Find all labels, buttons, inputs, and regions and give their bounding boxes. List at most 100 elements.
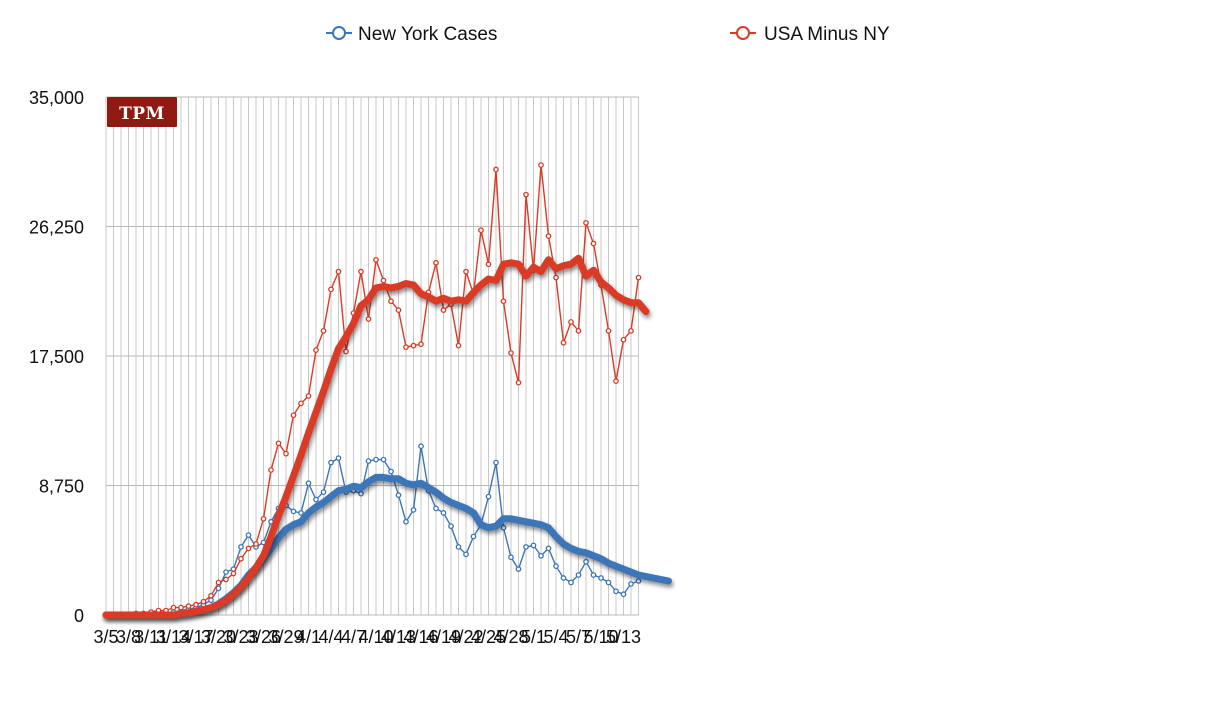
- data-point: [523, 191, 529, 198]
- data-point: [388, 468, 394, 475]
- data-point: [590, 240, 597, 247]
- data-point: [320, 489, 327, 496]
- data-point: [230, 570, 237, 577]
- data-point: [313, 347, 319, 353]
- data-point: [418, 341, 424, 348]
- series-average-ny: [102, 473, 672, 619]
- x-axis: 3/53/83/113/143/173/203/233/263/294/14/4…: [93, 627, 641, 647]
- data-point: [538, 552, 544, 559]
- data-point: [410, 507, 417, 513]
- data-point: [508, 350, 514, 356]
- data-point: [455, 342, 462, 349]
- data-point: [598, 575, 604, 581]
- data-point: [463, 268, 469, 275]
- data-point: [238, 544, 244, 550]
- data-point: [305, 480, 312, 487]
- data-point: [373, 256, 379, 263]
- data-point: [605, 579, 612, 586]
- data-point: [635, 274, 642, 281]
- tpm-badge: TPM: [107, 97, 177, 127]
- data-point: [170, 604, 177, 611]
- average-line: [102, 473, 672, 619]
- legend: New York Cases USA Minus NY: [326, 24, 890, 45]
- data-point: [455, 544, 462, 550]
- x-tick-label: 3/23: [223, 627, 258, 647]
- data-point: [395, 492, 402, 498]
- data-point: [208, 592, 214, 599]
- data-point: [620, 336, 627, 343]
- average-line: [102, 254, 650, 619]
- data-point: [493, 459, 499, 466]
- data-point: [215, 585, 222, 592]
- series-average-us: [102, 254, 650, 619]
- data-point: [448, 523, 454, 530]
- series-line: [106, 165, 640, 616]
- data-point: [380, 456, 387, 463]
- data-point: [470, 533, 477, 540]
- data-point: [515, 379, 522, 386]
- data-point: [553, 563, 559, 570]
- data-point: [388, 298, 394, 305]
- data-point: [380, 277, 387, 284]
- data-point: [253, 541, 259, 547]
- data-point: [260, 515, 267, 522]
- data-point: [620, 591, 627, 598]
- data-point: [613, 378, 619, 385]
- x-tick-label: 5/1: [521, 627, 546, 647]
- data-point: [335, 268, 342, 275]
- y-axis: 0 8,750 17,500 26,250 35,000: [29, 88, 84, 626]
- data-point: [493, 166, 499, 173]
- data-point: [403, 344, 409, 350]
- data-point: [575, 572, 582, 578]
- x-tick-label: 5/4: [543, 627, 568, 647]
- data-point: [433, 505, 439, 512]
- x-tick-label: 4/19: [426, 627, 461, 647]
- data-point: [463, 551, 469, 558]
- series-daily-ny: [103, 443, 642, 618]
- data-point: [583, 219, 589, 226]
- data-point: [208, 597, 214, 604]
- data-point: [185, 603, 192, 609]
- x-tick-label: 3/26: [246, 627, 281, 647]
- legend-item-ny[interactable]: New York Cases: [326, 24, 497, 45]
- data-point: [515, 566, 522, 572]
- x-tick-label: 3/29: [268, 627, 303, 647]
- data-point: [628, 581, 634, 587]
- legend-label-us: USA Minus NY: [764, 24, 890, 45]
- data-point: [313, 496, 319, 503]
- data-point: [538, 162, 544, 168]
- x-tick-label: 3/11: [134, 627, 168, 647]
- x-tick-label: 4/10: [358, 627, 393, 647]
- data-point: [328, 459, 334, 466]
- data-point: [290, 508, 297, 515]
- data-point: [238, 555, 244, 562]
- x-tick-label: 4/4: [318, 627, 343, 647]
- data-point: [583, 558, 589, 565]
- data-point: [410, 342, 417, 349]
- x-tick-label: 3/14: [156, 627, 191, 647]
- x-tick-label: 3/8: [116, 627, 141, 647]
- y-tick-label: 26,250: [29, 218, 84, 238]
- x-tick-label: 5/7: [566, 627, 591, 647]
- data-point: [440, 307, 447, 313]
- x-tick-label: 4/7: [341, 627, 366, 647]
- data-point: [320, 327, 327, 334]
- data-point: [298, 510, 304, 516]
- data-point: [178, 604, 184, 611]
- data-point: [365, 316, 372, 322]
- x-tick-label: 5/10: [583, 627, 618, 647]
- grid: [105, 96, 639, 616]
- legend-item-us[interactable]: USA Minus NY: [730, 24, 890, 45]
- data-point: [200, 598, 207, 605]
- data-point: [433, 259, 439, 266]
- data-point: [403, 518, 409, 525]
- data-point: [485, 493, 492, 500]
- x-tick-label: 3/5: [93, 627, 118, 647]
- x-tick-label: 4/16: [403, 627, 438, 647]
- data-point: [223, 569, 229, 575]
- data-point: [613, 588, 619, 595]
- data-point: [358, 268, 364, 275]
- y-tick-label: 0: [74, 606, 84, 626]
- data-point: [328, 286, 334, 293]
- legend-label-ny: New York Cases: [358, 24, 497, 45]
